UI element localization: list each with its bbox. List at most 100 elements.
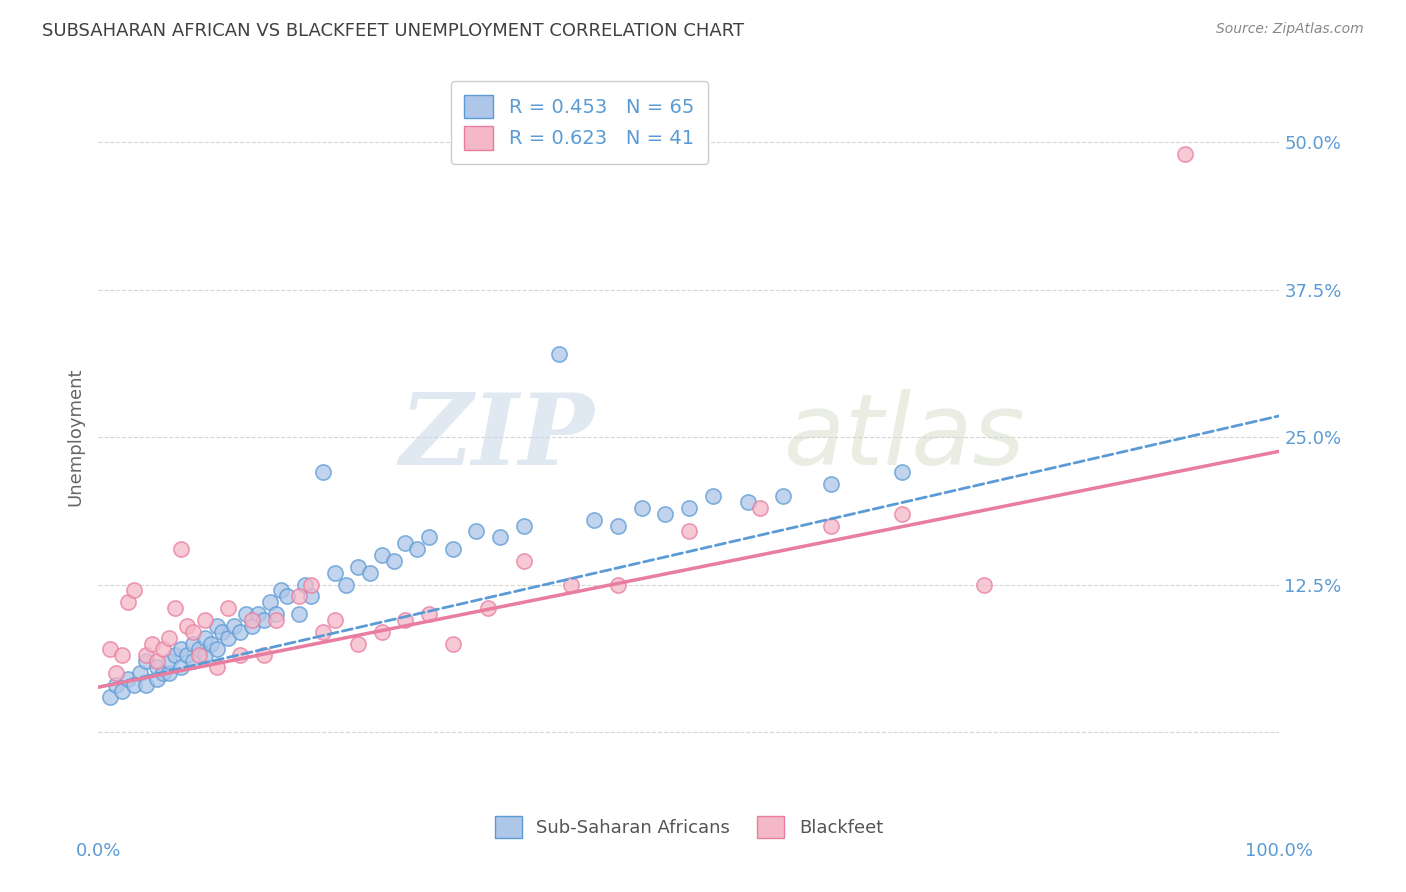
Point: [122, 583, 145, 598]
Point: [194, 613, 217, 627]
Point: [820, 518, 842, 533]
Point: [146, 654, 169, 668]
Point: [264, 607, 287, 621]
Point: [264, 613, 287, 627]
Point: [181, 624, 204, 639]
Point: [512, 518, 534, 533]
Text: 100.0%: 100.0%: [1246, 842, 1313, 860]
Point: [299, 590, 322, 604]
Point: [441, 542, 464, 557]
Point: [312, 624, 335, 639]
Point: [583, 513, 606, 527]
Point: [205, 642, 228, 657]
Point: [890, 507, 912, 521]
Point: [312, 466, 335, 480]
Point: [141, 636, 163, 650]
Point: [288, 590, 311, 604]
Point: [347, 636, 370, 650]
Point: [165, 601, 187, 615]
Point: [347, 559, 370, 574]
Point: [465, 524, 488, 539]
Point: [187, 642, 209, 657]
Point: [205, 619, 228, 633]
Point: [152, 642, 174, 657]
Point: [394, 613, 416, 627]
Point: [359, 566, 381, 580]
Point: [270, 583, 292, 598]
Text: 0.0%: 0.0%: [76, 842, 121, 860]
Point: [240, 613, 263, 627]
Point: [117, 672, 139, 686]
Point: [176, 648, 198, 663]
Point: [288, 607, 311, 621]
Point: [276, 590, 298, 604]
Point: [170, 660, 193, 674]
Point: [394, 536, 416, 550]
Point: [1174, 147, 1197, 161]
Point: [548, 347, 571, 361]
Point: [748, 500, 770, 515]
Point: [194, 648, 217, 663]
Point: [607, 577, 630, 591]
Point: [246, 607, 269, 621]
Legend: Sub-Saharan Africans, Blackfeet: Sub-Saharan Africans, Blackfeet: [484, 805, 894, 848]
Point: [105, 678, 128, 692]
Point: [235, 607, 257, 621]
Point: [187, 648, 209, 663]
Point: [117, 595, 139, 609]
Point: [111, 683, 134, 698]
Point: [678, 524, 700, 539]
Point: [135, 648, 157, 663]
Point: [512, 554, 534, 568]
Point: [607, 518, 630, 533]
Point: [200, 636, 222, 650]
Text: atlas: atlas: [783, 389, 1025, 485]
Point: [323, 566, 346, 580]
Point: [737, 495, 759, 509]
Point: [122, 678, 145, 692]
Point: [335, 577, 357, 591]
Point: [973, 577, 995, 591]
Point: [157, 654, 180, 668]
Point: [170, 542, 193, 557]
Point: [418, 607, 440, 621]
Point: [135, 678, 157, 692]
Point: [630, 500, 652, 515]
Point: [253, 648, 276, 663]
Point: [217, 601, 239, 615]
Point: [772, 489, 794, 503]
Point: [157, 666, 180, 681]
Point: [418, 530, 440, 544]
Point: [105, 666, 128, 681]
Point: [170, 642, 193, 657]
Point: [176, 619, 198, 633]
Point: [194, 631, 217, 645]
Text: SUBSAHARAN AFRICAN VS BLACKFEET UNEMPLOYMENT CORRELATION CHART: SUBSAHARAN AFRICAN VS BLACKFEET UNEMPLOY…: [42, 22, 744, 40]
Point: [441, 636, 464, 650]
Point: [477, 601, 499, 615]
Point: [181, 636, 204, 650]
Point: [371, 624, 394, 639]
Point: [560, 577, 582, 591]
Point: [128, 666, 150, 681]
Point: [98, 642, 121, 657]
Y-axis label: Unemployment: Unemployment: [66, 368, 84, 507]
Point: [211, 624, 233, 639]
Point: [229, 648, 252, 663]
Point: [299, 577, 322, 591]
Point: [489, 530, 512, 544]
Point: [654, 507, 676, 521]
Point: [259, 595, 281, 609]
Point: [406, 542, 429, 557]
Point: [217, 631, 239, 645]
Point: [890, 466, 912, 480]
Point: [205, 660, 228, 674]
Point: [702, 489, 724, 503]
Point: [111, 648, 134, 663]
Point: [165, 648, 187, 663]
Point: [240, 619, 263, 633]
Point: [224, 619, 246, 633]
Point: [820, 477, 842, 491]
Point: [146, 660, 169, 674]
Point: [157, 631, 180, 645]
